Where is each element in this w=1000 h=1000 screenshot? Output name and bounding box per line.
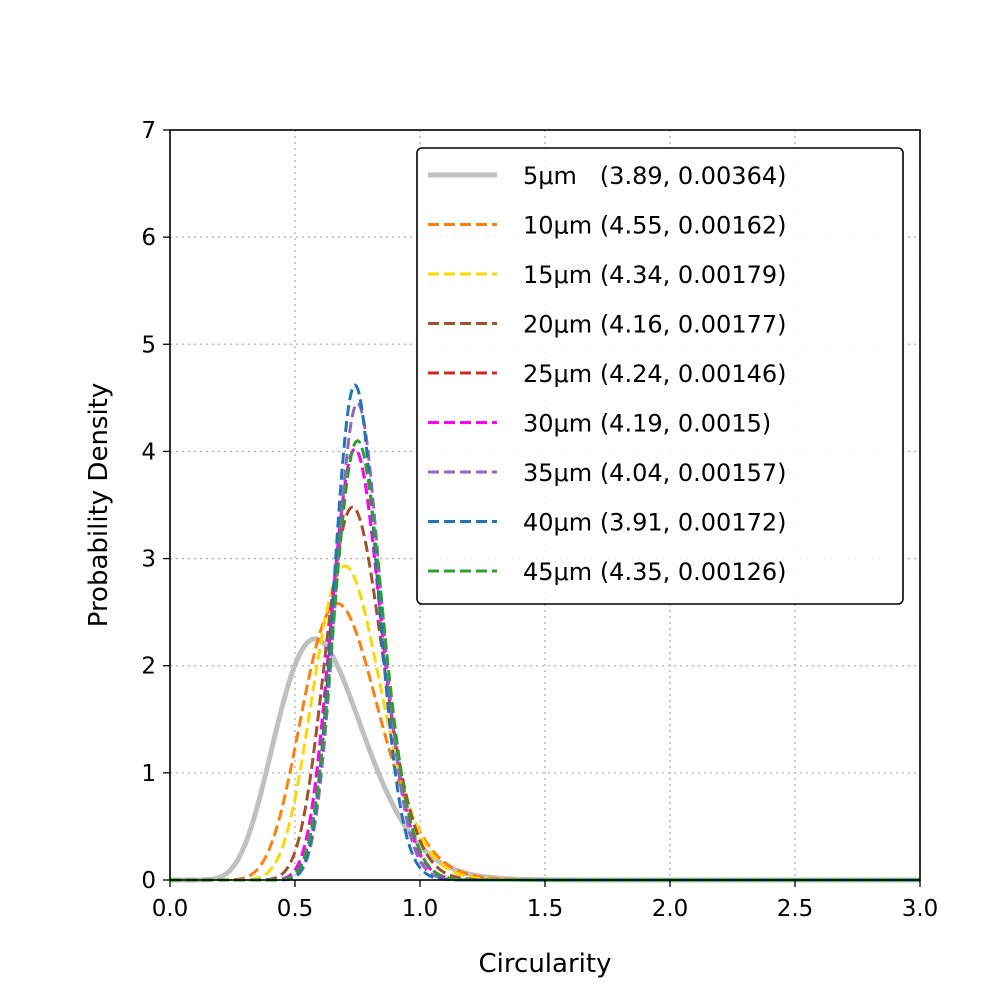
y-axis-ticks: 0 1 2 3 4 5 6 7	[141, 118, 170, 894]
legend-label: 25μm (4.24, 0.00146)	[523, 360, 786, 388]
y-tick-label: 0	[141, 868, 156, 894]
y-tick-label: 6	[141, 225, 156, 251]
x-axis-label: Circularity	[479, 949, 612, 979]
y-tick-label: 3	[141, 547, 156, 573]
legend-label: 45μm (4.35, 0.00126)	[523, 558, 786, 586]
legend-label: 5μm (3.89, 0.00364)	[523, 162, 786, 190]
y-tick-label: 7	[141, 118, 156, 144]
y-tick-label: 2	[141, 654, 156, 680]
x-tick-label: 2.0	[652, 896, 689, 922]
x-tick-label: 2.5	[777, 896, 814, 922]
y-tick-label: 4	[141, 439, 156, 465]
legend-label: 20μm (4.16, 0.00177)	[523, 311, 786, 339]
x-tick-label: 1.0	[402, 896, 439, 922]
legend-label: 15μm (4.34, 0.00179)	[523, 261, 786, 289]
legend-label: 40μm (3.91, 0.00172)	[523, 509, 786, 537]
legend-label: 35μm (4.04, 0.00157)	[523, 459, 786, 487]
legend-label: 30μm (4.19, 0.0015)	[523, 410, 771, 438]
x-tick-label: 0.0	[152, 896, 189, 922]
x-tick-label: 1.5	[527, 896, 564, 922]
x-tick-label: 3.0	[902, 896, 939, 922]
y-tick-label: 1	[141, 761, 156, 787]
legend-label: 10μm (4.55, 0.00162)	[523, 212, 786, 240]
x-axis-ticks: 0.0 0.5 1.0 1.5 2.0 2.5 3.0	[152, 880, 939, 922]
x-tick-label: 0.5	[277, 896, 314, 922]
y-tick-label: 5	[141, 332, 156, 358]
legend-box	[416, 147, 904, 605]
legend: 5μm (3.89, 0.00364) 10μm (4.55, 0.00162) 1…	[416, 147, 904, 605]
y-axis-label: Probability Density	[84, 383, 114, 628]
